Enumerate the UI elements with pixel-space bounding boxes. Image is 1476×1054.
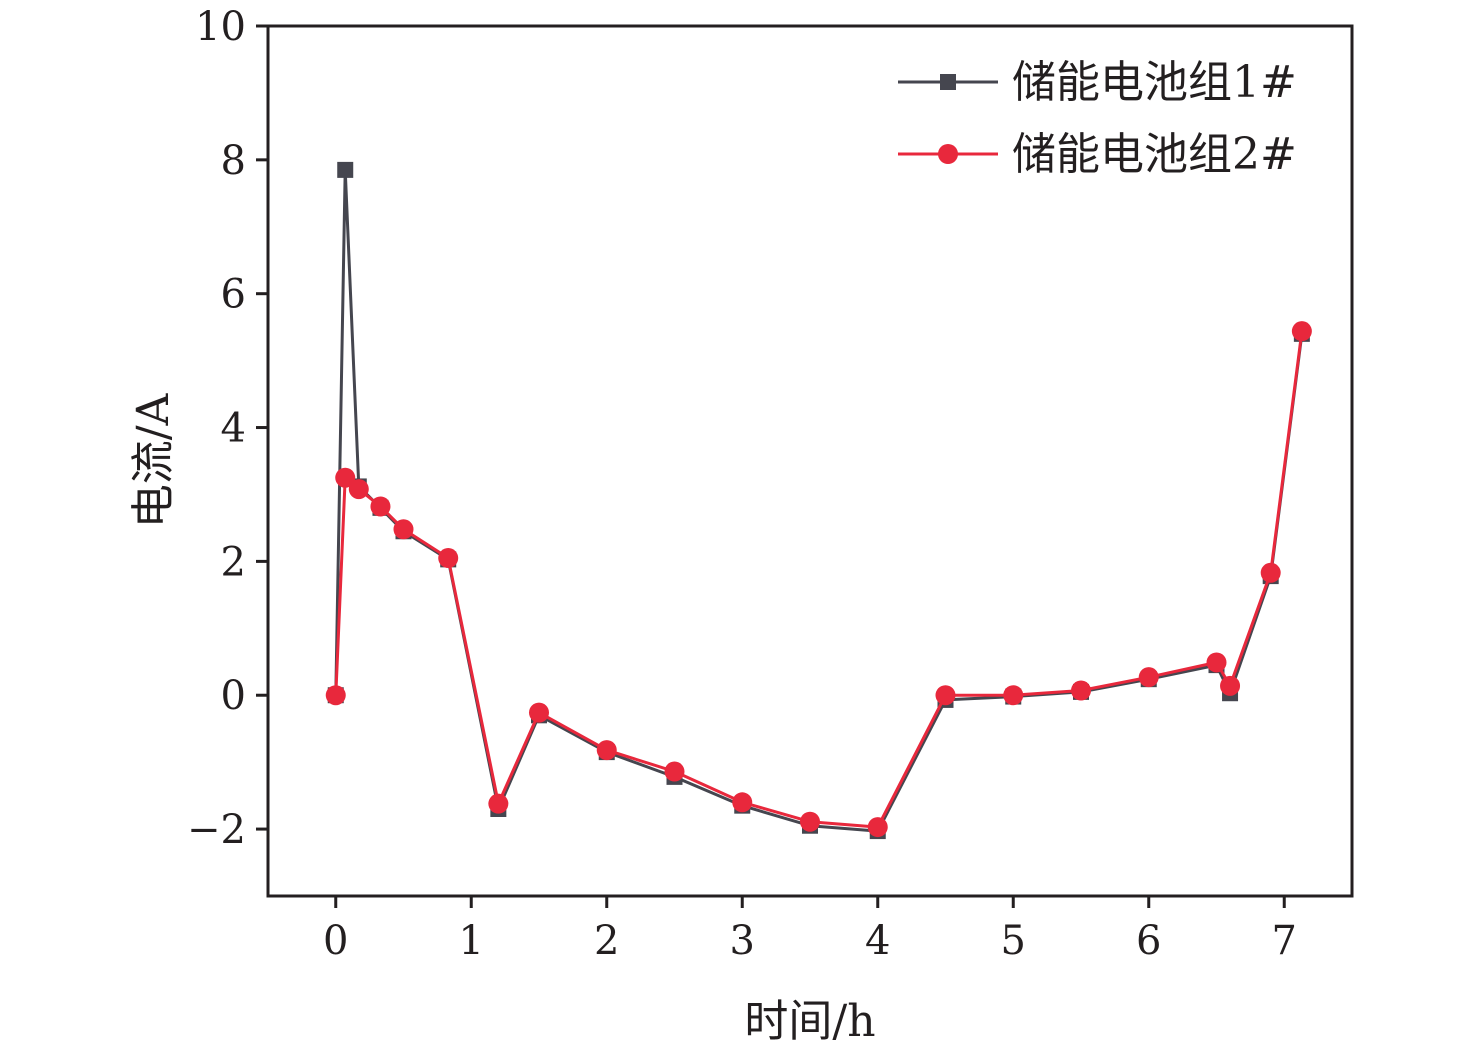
series-2-point <box>1138 667 1159 688</box>
series-2-point <box>596 740 617 761</box>
legend-marker-2 <box>938 144 958 164</box>
legend: 储能电池组1# 储能电池组2# <box>898 57 1297 180</box>
series-2-point <box>488 793 509 814</box>
series-2-point <box>1291 321 1312 342</box>
series-2-point <box>1220 675 1241 696</box>
series-2-point <box>664 761 685 782</box>
axes-group: 0 1 2 3 4 5 6 7 −2 0 2 4 6 8 10 <box>187 4 1297 964</box>
x-tick-label: 2 <box>594 918 619 964</box>
legend-label-2: 储能电池组2# <box>1012 129 1297 180</box>
series-2-point <box>1260 562 1281 583</box>
series-2-point <box>335 467 356 488</box>
series-2-point <box>1206 652 1227 673</box>
series-group <box>325 161 1312 840</box>
x-tick-label: 0 <box>323 918 348 964</box>
series-2-point <box>935 685 956 706</box>
series-2-point <box>393 519 414 540</box>
series-2-point <box>325 685 346 706</box>
series-2-point <box>1071 680 1091 701</box>
x-tick-label: 5 <box>1001 918 1026 964</box>
x-tick-label: 4 <box>865 918 890 964</box>
y-tick-label: 2 <box>221 539 246 585</box>
y-tick-label: 10 <box>195 4 246 50</box>
series-2-point <box>800 811 820 832</box>
x-tick-label: 7 <box>1272 918 1297 964</box>
y-tick-label: 8 <box>221 138 246 184</box>
y-tick-label: 0 <box>221 673 246 719</box>
series-2-point <box>529 702 549 723</box>
y-tick-label: 4 <box>221 406 246 452</box>
series-2-point <box>370 496 391 517</box>
series-2-point <box>438 548 459 569</box>
x-tick-label: 3 <box>730 918 755 964</box>
series-2-point <box>732 792 753 813</box>
plot-frame <box>266 24 1354 898</box>
series-2-point <box>867 817 888 838</box>
series-line-2 <box>334 331 1304 829</box>
x-tick-label: 1 <box>459 918 484 964</box>
x-tick-label: 6 <box>1136 918 1161 964</box>
x-axis-title: 时间/h <box>744 996 875 1047</box>
series-2-point <box>1003 685 1024 706</box>
legend-label-1: 储能电池组1# <box>1012 57 1297 108</box>
y-axis-title: 电流/A <box>128 392 179 528</box>
series-2-point <box>348 479 369 500</box>
y-tick-label: 6 <box>221 272 246 318</box>
y-tick-label: −2 <box>187 807 246 853</box>
legend-marker-1 <box>940 74 956 90</box>
series-1-point <box>337 161 354 178</box>
series-line-1 <box>334 168 1304 833</box>
